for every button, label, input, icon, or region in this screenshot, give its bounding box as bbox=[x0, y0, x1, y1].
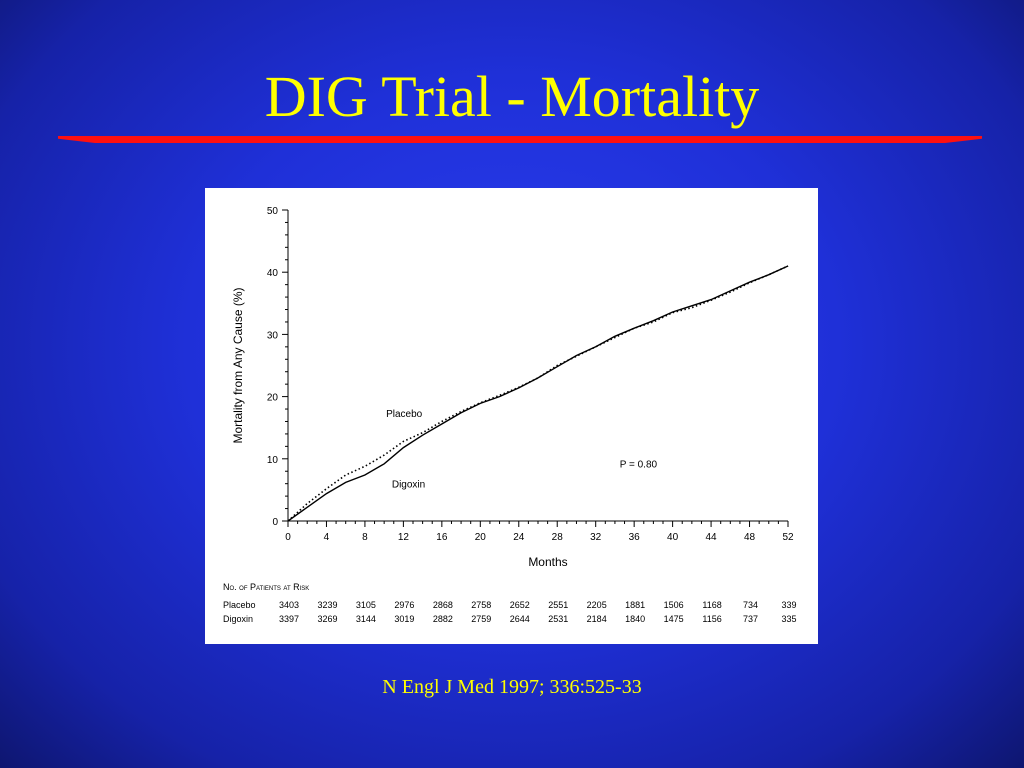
at-risk-value: 2652 bbox=[510, 600, 530, 610]
at-risk-value: 2531 bbox=[548, 614, 568, 624]
x-tick-label: 4 bbox=[324, 532, 330, 543]
at-risk-value: 3269 bbox=[317, 614, 337, 624]
x-tick-label: 32 bbox=[590, 532, 602, 543]
at-risk-value: 2758 bbox=[471, 600, 491, 610]
x-tick-label: 12 bbox=[398, 532, 410, 543]
at-risk-value: 1168 bbox=[702, 600, 721, 610]
at-risk-value: 2759 bbox=[471, 614, 491, 624]
series-line-digoxin bbox=[287, 265, 789, 522]
x-tick-label: 16 bbox=[436, 532, 448, 543]
y-tick-label: 10 bbox=[267, 455, 279, 466]
at-risk-value: 2551 bbox=[548, 600, 568, 610]
at-risk-value: 3019 bbox=[394, 614, 414, 624]
slide-title: DIG Trial - Mortality bbox=[264, 64, 760, 129]
y-tick-label: 40 bbox=[267, 268, 279, 279]
x-tick-label: 8 bbox=[362, 532, 368, 543]
at-risk-value: 3239 bbox=[317, 600, 337, 610]
at-risk-value: 1840 bbox=[625, 614, 645, 624]
at-risk-value: 3397 bbox=[279, 614, 299, 624]
at-risk-value: 2868 bbox=[433, 600, 453, 610]
x-axis-label: Months bbox=[528, 555, 567, 569]
at-risk-value: 2644 bbox=[510, 614, 530, 624]
at-risk-row-label: Digoxin bbox=[223, 614, 253, 624]
at-risk-value: 3105 bbox=[356, 600, 376, 610]
y-tick-label: 50 bbox=[267, 206, 279, 217]
at-risk-header: No. of Patients at Risk bbox=[223, 582, 309, 592]
at-risk-value: 734 bbox=[743, 600, 758, 610]
p-value-annotation: P = 0.80 bbox=[620, 460, 658, 471]
at-risk-value: 2184 bbox=[587, 614, 607, 624]
at-risk-value: 2205 bbox=[587, 600, 607, 610]
at-risk-value: 3144 bbox=[356, 614, 376, 624]
at-risk-value: 335 bbox=[781, 614, 796, 624]
at-risk-value: 1506 bbox=[664, 600, 684, 610]
y-tick-label: 20 bbox=[267, 393, 279, 404]
y-axis-label: Mortality from Any Cause (%) bbox=[231, 287, 245, 443]
x-tick-label: 52 bbox=[782, 532, 794, 543]
y-tick-label: 0 bbox=[272, 517, 278, 528]
x-tick-label: 24 bbox=[513, 532, 525, 543]
x-tick-label: 44 bbox=[706, 532, 718, 543]
at-risk-value: 2882 bbox=[433, 614, 453, 624]
title-underline bbox=[58, 136, 982, 143]
series-label-placebo: Placebo bbox=[386, 409, 423, 420]
at-risk-value: 1881 bbox=[625, 600, 645, 610]
at-risk-value: 2976 bbox=[394, 600, 414, 610]
at-risk-value: 3403 bbox=[279, 600, 299, 610]
at-risk-row-label: Placebo bbox=[223, 600, 256, 610]
series-label-digoxin: Digoxin bbox=[392, 479, 425, 490]
at-risk-value: 737 bbox=[743, 614, 758, 624]
y-tick-label: 30 bbox=[267, 330, 279, 341]
x-tick-label: 36 bbox=[629, 532, 641, 543]
x-tick-label: 40 bbox=[667, 532, 679, 543]
chart-panel: 0 10 20 30 40 50 0 4 8 12 16 20 24 28 32 36 40 44 48 52 Mont… bbox=[205, 188, 818, 644]
series-line-placebo bbox=[287, 265, 789, 522]
at-risk-value: 1475 bbox=[664, 614, 684, 624]
at-risk-value: 1156 bbox=[702, 614, 721, 624]
citation: N Engl J Med 1997; 336:525-33 bbox=[382, 676, 642, 698]
at-risk-value: 339 bbox=[781, 600, 796, 610]
x-tick-label: 20 bbox=[475, 532, 487, 543]
x-tick-label: 0 bbox=[285, 532, 291, 543]
x-tick-label: 28 bbox=[552, 532, 564, 543]
x-tick-label: 48 bbox=[744, 532, 756, 543]
